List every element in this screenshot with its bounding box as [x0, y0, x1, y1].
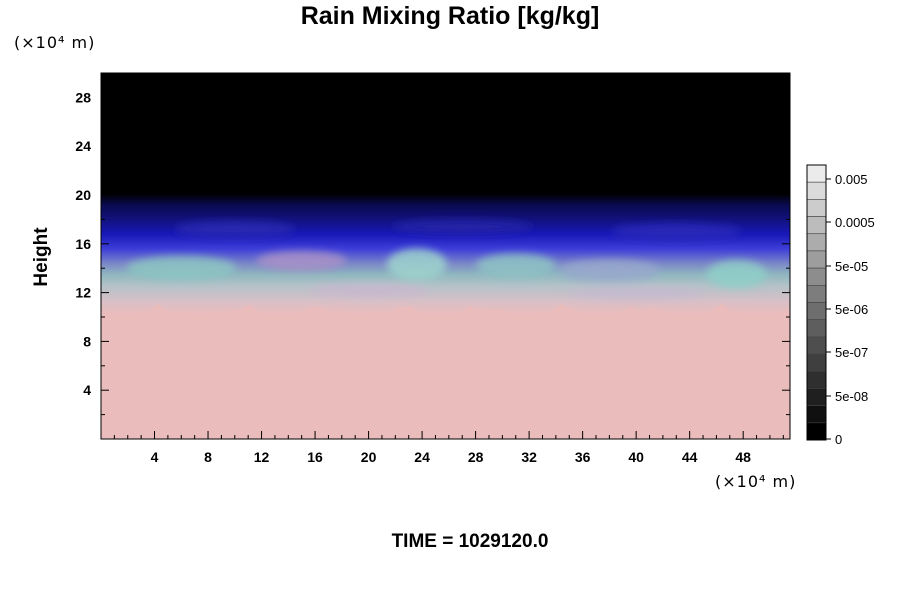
x-tick-label: 32: [521, 449, 537, 465]
colorbar-cell: [806, 302, 827, 320]
x-tick-label: 20: [361, 449, 377, 465]
y-tick-label: 20: [75, 187, 91, 203]
y-tick-label: 4: [83, 382, 91, 398]
colorbar-cell: [806, 233, 827, 252]
colorbar-cell: [806, 370, 827, 389]
x-tick-label: 4: [151, 449, 159, 465]
turbulence-blob: [706, 260, 767, 289]
colorbar-label: 0.005: [835, 172, 868, 187]
colorbar-label: 5e-07: [835, 345, 868, 360]
x-tick-label: 48: [735, 449, 751, 465]
x-tick-label: 36: [575, 449, 591, 465]
x-unit-label: (×10⁴ m): [715, 472, 797, 491]
turbulence-blob: [392, 219, 533, 234]
colorbar-label: 5e-06: [835, 302, 868, 317]
y-tick-label: 24: [75, 138, 91, 154]
y-unit-label: (×10⁴ m): [14, 33, 96, 52]
turbulence-blob: [566, 286, 707, 299]
turbulence-blob: [126, 256, 237, 281]
turbulence: [126, 219, 767, 299]
x-tick-label: 8: [204, 449, 212, 465]
turbulence-blob: [174, 221, 295, 238]
turbulence-blob: [559, 259, 660, 282]
colorbar-label: 5e-05: [835, 259, 868, 274]
colorbar-label: 0: [835, 432, 842, 447]
turbulence-blob: [256, 250, 347, 271]
plot-frame: [100, 72, 791, 440]
lower-layer: [101, 303, 790, 439]
turbulence-blob: [386, 248, 447, 281]
colorbar-cell: [806, 216, 827, 235]
x-tick-label: 12: [254, 449, 270, 465]
colorbar-cell: [806, 250, 827, 269]
colorbar-frame: [806, 164, 827, 441]
colorbar-cell: [806, 388, 827, 406]
colorbar-cell: [806, 285, 827, 303]
y-tick-label: 16: [75, 236, 91, 252]
x-tick-label: 44: [682, 449, 698, 465]
x-tick-label: 28: [468, 449, 484, 465]
turbulence-blob: [308, 284, 429, 297]
x-tick-label: 24: [414, 449, 430, 465]
time-label: TIME = 1029120.0: [391, 531, 549, 552]
colorbar-cell: [806, 199, 827, 217]
colorbar-cell: [806, 164, 827, 183]
colorbar-cell: [806, 267, 827, 286]
colorbar-cell: [806, 336, 827, 355]
turbulence-blob: [475, 253, 556, 278]
colorbar: 0.005 0.0005 5e-05 5e-06 5e-07 5e-08 0: [806, 164, 875, 447]
colorbar-label: 5e-08: [835, 389, 868, 404]
heatmap-field: [101, 73, 790, 439]
x-tick-label: 16: [307, 449, 323, 465]
colorbar-cell: [806, 353, 827, 372]
y-tick-label: 28: [75, 89, 91, 105]
turbulence-blob: [611, 223, 742, 240]
colorbar-cell: [806, 181, 827, 200]
y-tick-label: 8: [83, 333, 91, 349]
colorbar-cell: [806, 405, 827, 424]
colorbar-cell: [806, 422, 827, 441]
y-tick-label: 12: [75, 285, 91, 301]
colorbar-label: 0.0005: [835, 215, 875, 230]
colorbar-cell: [806, 319, 827, 338]
x-tick-label: 40: [628, 449, 644, 465]
chart-title: Rain Mixing Ratio [kg/kg]: [300, 2, 600, 30]
